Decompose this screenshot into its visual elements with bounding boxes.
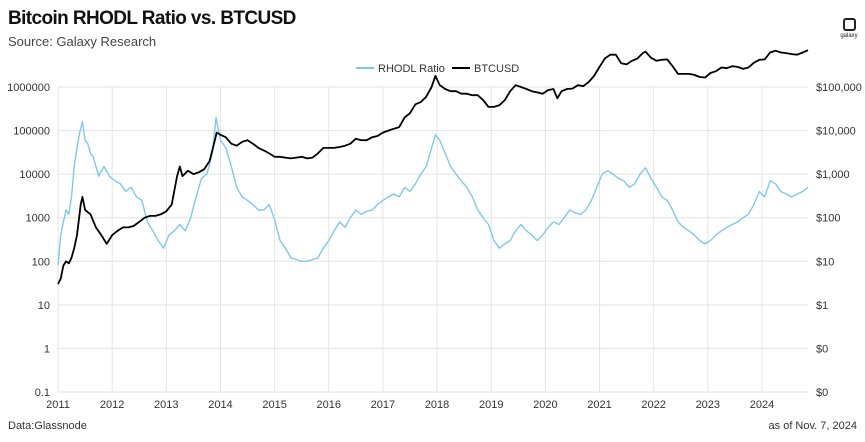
x-tick-label: 2011: [46, 399, 70, 411]
chart-title: Bitcoin RHODL Ratio vs. BTCUSD: [8, 8, 296, 29]
x-tick-label: 2020: [533, 399, 557, 411]
data-source-note: Data:Glassnode: [8, 420, 87, 432]
as-of-date: as of Nov. 7, 2024: [768, 420, 857, 432]
logo-text: galaxy: [840, 33, 858, 39]
left-tick-label: 0.1: [35, 387, 50, 399]
x-tick-label: 2012: [100, 399, 124, 411]
right-tick-label: $1,000: [816, 169, 850, 181]
right-tick-label: $1: [816, 300, 828, 312]
x-tick-label: 2014: [208, 399, 232, 411]
series-line-btcusd: [57, 49, 809, 285]
right-tick-label: $0: [816, 387, 828, 399]
x-tick-label: 2023: [696, 399, 720, 411]
x-tick-label: 2015: [262, 399, 286, 411]
left-tick-label: 100000: [13, 126, 50, 138]
right-tick-label: $100,000: [816, 82, 862, 94]
right-tick-label: $0: [816, 343, 828, 355]
series-line-rhodl-ratio: [57, 116, 809, 266]
galaxy-logo: galaxy: [838, 18, 860, 39]
x-tick-label: 2019: [479, 399, 503, 411]
x-tick-label: 2017: [371, 399, 395, 411]
x-tick-label: 2024: [750, 399, 774, 411]
left-tick-label: 10000: [19, 169, 50, 181]
chart-subtitle: Source: Galaxy Research: [8, 34, 157, 49]
x-tick-label: 2022: [641, 399, 665, 411]
series-layer: [57, 49, 809, 285]
right-tick-label: $100: [816, 213, 840, 225]
x-axis-ticks: 2011 2012 2013 2014 2015 2016 2017 2018 2019 2020…: [46, 399, 774, 411]
right-axis-ticks: $0 $0 $1 $10 $100 $1,000 $10,000 $100,000: [816, 82, 862, 399]
left-tick-label: 10: [38, 300, 50, 312]
legend-label: RHODL Ratio: [378, 63, 445, 75]
left-tick-label: 1000: [26, 213, 50, 225]
left-axis-ticks: 0.1 1 10 100 1000 10000 100000 1000000: [7, 82, 50, 399]
right-tick-label: $10,000: [816, 126, 856, 138]
legend: RHODL Ratio BTCUSD: [356, 63, 519, 75]
galaxy-logo-icon: [842, 18, 856, 31]
grid-lines: [57, 86, 808, 393]
right-tick-label: $10: [816, 256, 834, 268]
x-tick-label: 2016: [317, 399, 341, 411]
x-tick-label: 2018: [425, 399, 449, 411]
left-tick-label: 1000000: [7, 82, 50, 94]
x-tick-label: 2013: [154, 399, 178, 411]
x-tick-label: 2021: [587, 399, 611, 411]
left-tick-label: 1: [44, 343, 50, 355]
legend-label: BTCUSD: [474, 63, 519, 75]
left-tick-label: 100: [32, 256, 50, 268]
